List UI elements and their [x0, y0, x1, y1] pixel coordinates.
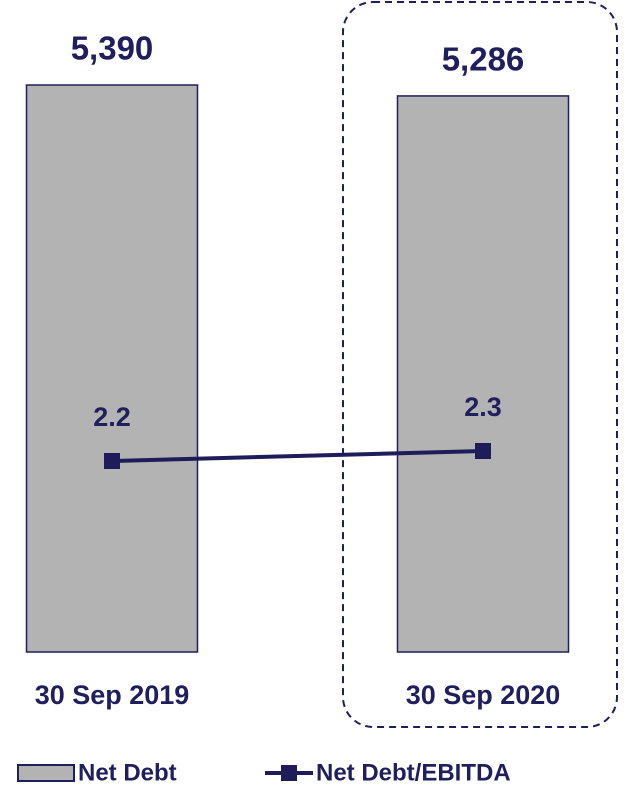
x-tick-label: 30 Sep 2020 — [406, 680, 561, 710]
legend-swatch — [17, 764, 75, 782]
legend-label: Net Debt — [78, 759, 177, 786]
line-value-label: 2.3 — [464, 392, 502, 422]
line-marker — [475, 443, 491, 459]
bar-value-label: 5,390 — [71, 30, 154, 67]
bar — [25, 84, 199, 653]
line-value-label: 2.2 — [93, 402, 131, 432]
legend-marker — [281, 765, 297, 781]
legend-label: Net Debt/EBITDA — [316, 759, 511, 786]
highlight-frame — [342, 1, 618, 728]
x-tick-label: 30 Sep 2019 — [35, 680, 190, 710]
line — [111, 449, 484, 463]
bar — [396, 95, 570, 653]
bar-value-label: 5,286 — [442, 41, 525, 78]
line-marker — [104, 453, 120, 469]
